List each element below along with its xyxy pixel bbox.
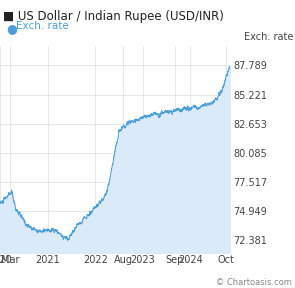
Text: © Chartoasis.com: © Chartoasis.com: [216, 278, 292, 287]
Text: ●: ●: [6, 22, 17, 35]
Text: Exch. rate: Exch. rate: [244, 32, 294, 42]
Text: Exch. rate: Exch. rate: [16, 21, 69, 31]
Text: ■ US Dollar / Indian Rupee (USD/INR): ■ US Dollar / Indian Rupee (USD/INR): [3, 10, 224, 23]
